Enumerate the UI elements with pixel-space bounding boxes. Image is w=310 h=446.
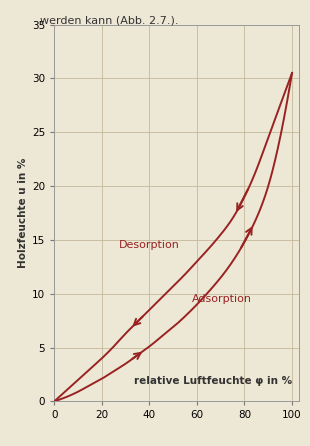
Text: Adsorption: Adsorption	[192, 294, 252, 304]
Text: relative Luftfeuchte φ in %: relative Luftfeuchte φ in %	[134, 376, 292, 386]
Text: Desorption: Desorption	[118, 240, 179, 250]
Text: werden kann (Abb. 2.7.).: werden kann (Abb. 2.7.).	[40, 16, 179, 25]
Y-axis label: Holzfeuchte u in %: Holzfeuchte u in %	[18, 158, 28, 268]
